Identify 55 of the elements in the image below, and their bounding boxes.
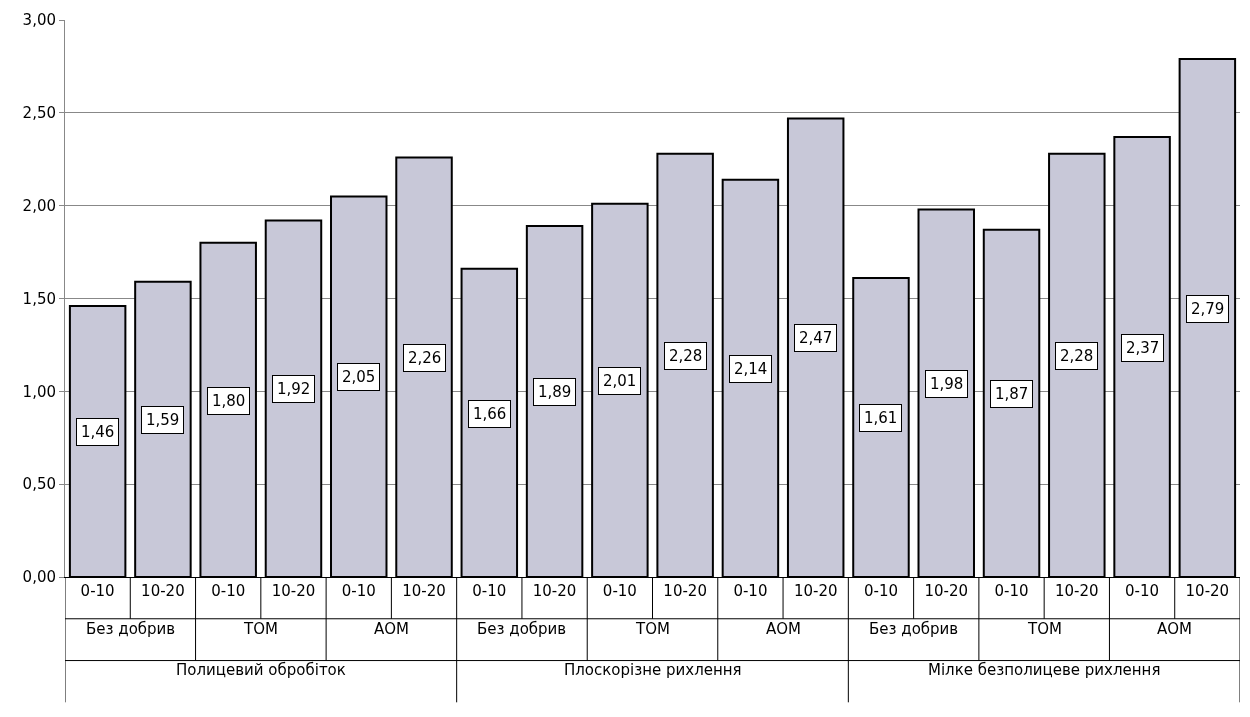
data-label: 1,89 (538, 383, 572, 401)
x-tick-label: 0-10 (211, 582, 246, 600)
x-tick-label: 0-10 (863, 582, 898, 600)
y-tick-label: 1,50 (22, 289, 56, 308)
data-label: 1,46 (81, 423, 115, 441)
text: Без добрив (86, 620, 176, 638)
data-label: 2,47 (799, 329, 833, 347)
text: Полицевий обробіток (176, 661, 346, 679)
x-tick-label: 0-10 (733, 582, 768, 600)
x-tick-label: 10-20 (1185, 582, 1230, 600)
y-tick-label: 0,50 (22, 475, 56, 494)
x-tick-label: 0-10 (341, 582, 376, 600)
data-label: 2,05 (342, 368, 376, 386)
x-tick-label: 0-10 (1125, 582, 1160, 600)
data-label: 1,87 (995, 385, 1029, 403)
text: АОМ (766, 620, 802, 638)
y-tick-label: 1,00 (22, 382, 56, 401)
text: ТОМ (1027, 620, 1062, 638)
x-tick-label: 0-10 (472, 582, 507, 600)
x-tick-label: 10-20 (924, 582, 969, 600)
x-tick-label: 0-10 (602, 582, 637, 600)
text: Без добрив (869, 620, 959, 638)
x-tick-label: 10-20 (663, 582, 707, 600)
x-tick-label: 0-10 (994, 582, 1029, 600)
data-label: 2,26 (408, 349, 442, 367)
x-tick-label: 10-20 (402, 582, 446, 600)
data-label: 2,28 (1060, 347, 1094, 365)
data-label: 1,98 (930, 375, 964, 393)
data-label: 2,14 (734, 360, 768, 378)
y-tick-label: 2,50 (22, 104, 56, 123)
data-label: 2,79 (1191, 300, 1225, 318)
x-tick-label: 10-20 (271, 582, 316, 600)
text: ТОМ (243, 620, 278, 638)
data-label: 1,80 (212, 392, 246, 410)
x-tick-label: 10-20 (1055, 582, 1099, 600)
text: АОМ (374, 620, 410, 638)
text: Без добрив (477, 620, 567, 638)
x-tick-label: 10-20 (141, 582, 185, 600)
text: АОМ (1157, 620, 1193, 638)
y-tick-label: 0,00 (22, 568, 56, 587)
y-tick-label: 3,00 (22, 11, 56, 30)
data-label: 1,66 (473, 405, 507, 423)
text: Мілке безполицеве рихлення (928, 661, 1161, 679)
data-label: 1,61 (864, 409, 898, 427)
x-tick-label: 10-20 (793, 582, 838, 600)
text: ТОМ (635, 620, 670, 638)
data-label: 2,37 (1126, 339, 1160, 357)
data-label: 1,92 (277, 380, 311, 398)
data-label: 1,59 (146, 411, 180, 429)
data-label: 2,01 (603, 372, 637, 390)
x-tick-label: 10-20 (532, 582, 577, 600)
x-tick-label: 0-10 (80, 582, 115, 600)
y-tick-label: 2,00 (22, 196, 56, 215)
text: Плоскорізне рихлення (564, 661, 742, 679)
data-label: 2,28 (669, 347, 703, 365)
